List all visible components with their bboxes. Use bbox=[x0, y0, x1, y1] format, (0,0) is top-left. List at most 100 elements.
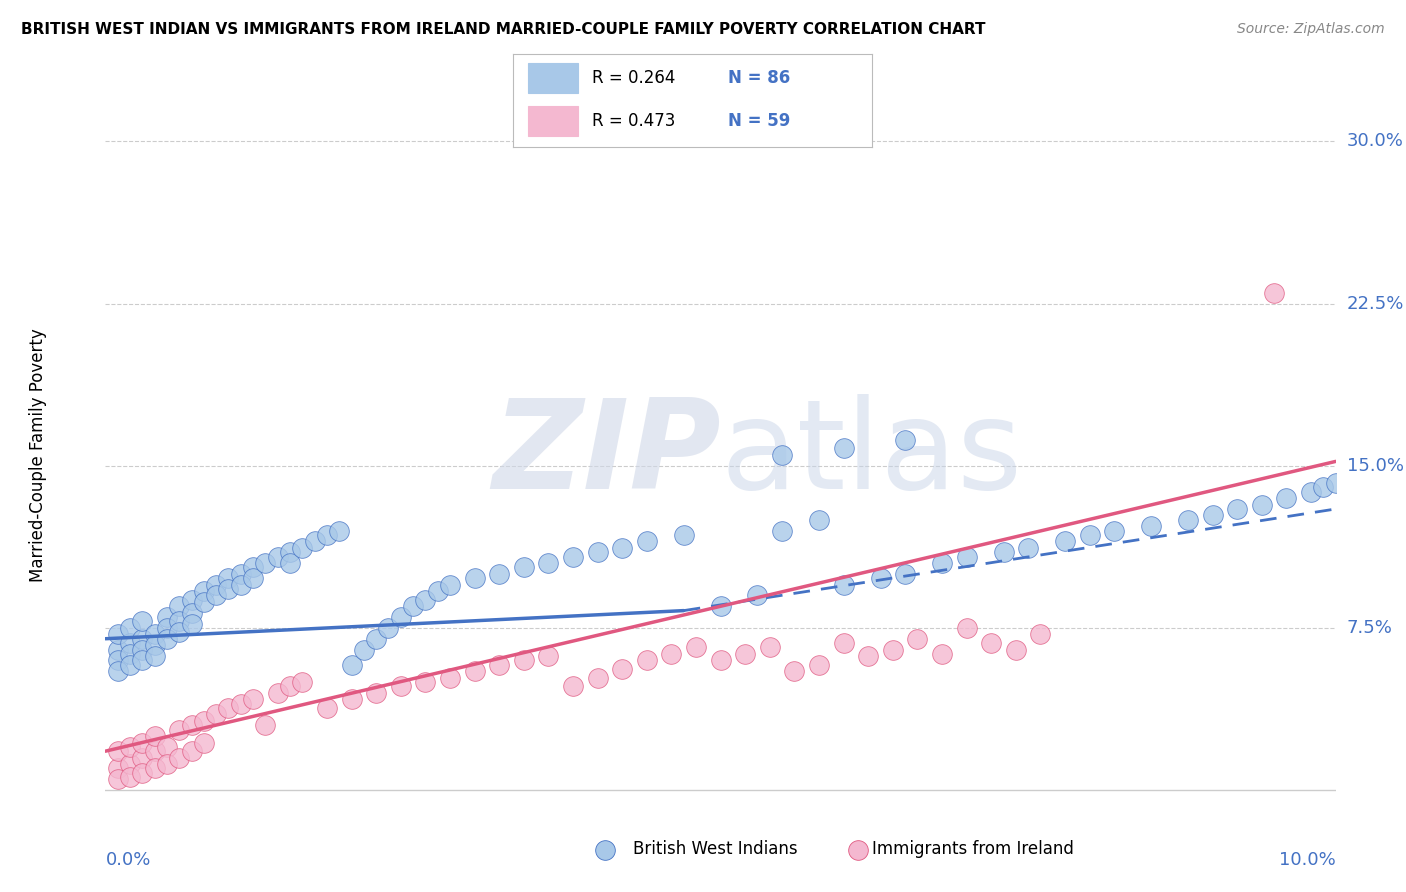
Point bbox=[120, 757, 141, 772]
Point bbox=[1312, 480, 1334, 494]
Point bbox=[107, 762, 129, 776]
Point bbox=[180, 718, 202, 732]
Text: N = 86: N = 86 bbox=[728, 69, 790, 87]
Point bbox=[612, 541, 634, 555]
Text: 30.0%: 30.0% bbox=[1347, 132, 1403, 151]
Point bbox=[537, 648, 560, 663]
Point bbox=[193, 735, 215, 749]
Text: 22.5%: 22.5% bbox=[1347, 294, 1405, 312]
Point bbox=[291, 675, 314, 690]
Point bbox=[180, 616, 202, 631]
Point bbox=[242, 571, 264, 585]
Text: ZIP: ZIP bbox=[492, 394, 721, 516]
Point bbox=[1104, 524, 1126, 538]
Point bbox=[254, 718, 277, 732]
Point bbox=[156, 632, 179, 646]
Point bbox=[131, 765, 153, 780]
Point bbox=[242, 692, 264, 706]
Point bbox=[120, 636, 141, 650]
Point bbox=[513, 653, 536, 667]
Point bbox=[894, 433, 917, 447]
Point bbox=[1078, 528, 1101, 542]
Point bbox=[956, 549, 979, 564]
Point bbox=[537, 556, 560, 570]
Point bbox=[858, 648, 880, 663]
Point bbox=[364, 632, 387, 646]
Point bbox=[882, 642, 904, 657]
Point bbox=[156, 757, 179, 772]
Point bbox=[770, 524, 793, 538]
Point bbox=[169, 625, 191, 640]
Point bbox=[107, 653, 129, 667]
Point bbox=[747, 589, 769, 603]
Point bbox=[278, 679, 301, 693]
Point bbox=[1004, 642, 1026, 657]
Point bbox=[907, 632, 929, 646]
Text: Immigrants from Ireland: Immigrants from Ireland bbox=[872, 840, 1074, 858]
Point bbox=[120, 739, 141, 754]
Point bbox=[278, 556, 301, 570]
Point bbox=[193, 595, 215, 609]
Point bbox=[315, 701, 337, 715]
Point bbox=[120, 647, 141, 661]
Point bbox=[661, 647, 683, 661]
Point bbox=[229, 697, 252, 711]
Point bbox=[169, 723, 191, 737]
Point bbox=[1301, 484, 1323, 499]
Point bbox=[143, 648, 166, 663]
Point bbox=[439, 671, 461, 685]
Text: Source: ZipAtlas.com: Source: ZipAtlas.com bbox=[1237, 22, 1385, 37]
Point bbox=[143, 638, 166, 652]
Point bbox=[894, 566, 917, 581]
Point bbox=[931, 556, 953, 570]
Point bbox=[193, 584, 215, 599]
Point bbox=[464, 664, 486, 678]
Point bbox=[636, 653, 658, 667]
Point bbox=[267, 549, 290, 564]
Point bbox=[254, 556, 277, 570]
Point bbox=[1263, 285, 1285, 300]
Point bbox=[131, 615, 153, 629]
Point bbox=[131, 632, 153, 646]
Text: atlas: atlas bbox=[721, 394, 1022, 516]
Point bbox=[143, 744, 166, 758]
Point bbox=[205, 707, 228, 722]
Point bbox=[402, 599, 425, 614]
Point bbox=[229, 577, 252, 591]
Point bbox=[156, 621, 179, 635]
Point bbox=[464, 571, 486, 585]
Point bbox=[1251, 498, 1274, 512]
Point bbox=[304, 534, 326, 549]
Point bbox=[586, 671, 609, 685]
Text: 15.0%: 15.0% bbox=[1347, 457, 1403, 475]
Text: Married-Couple Family Poverty: Married-Couple Family Poverty bbox=[28, 328, 46, 582]
Point bbox=[439, 577, 461, 591]
Point bbox=[328, 524, 350, 538]
Point bbox=[1054, 534, 1077, 549]
Point bbox=[169, 615, 191, 629]
Point bbox=[1201, 508, 1223, 523]
Point bbox=[218, 571, 240, 585]
Point bbox=[759, 640, 782, 655]
Text: 10.0%: 10.0% bbox=[1279, 851, 1336, 869]
Text: R = 0.264: R = 0.264 bbox=[592, 69, 675, 87]
Point bbox=[107, 627, 129, 641]
Point bbox=[672, 528, 695, 542]
Point bbox=[131, 750, 153, 764]
Point bbox=[120, 770, 141, 784]
Point bbox=[315, 528, 337, 542]
Point bbox=[1177, 513, 1199, 527]
Text: British West Indians: British West Indians bbox=[633, 840, 797, 858]
Point bbox=[143, 729, 166, 743]
Point bbox=[846, 843, 869, 857]
Point bbox=[832, 442, 855, 456]
Point bbox=[120, 657, 141, 672]
Point bbox=[562, 679, 585, 693]
Point bbox=[832, 577, 855, 591]
Point bbox=[980, 636, 1002, 650]
Bar bbox=[527, 63, 578, 93]
Text: N = 59: N = 59 bbox=[728, 112, 790, 130]
Point bbox=[770, 448, 793, 462]
Point bbox=[586, 545, 609, 559]
Point bbox=[364, 686, 387, 700]
